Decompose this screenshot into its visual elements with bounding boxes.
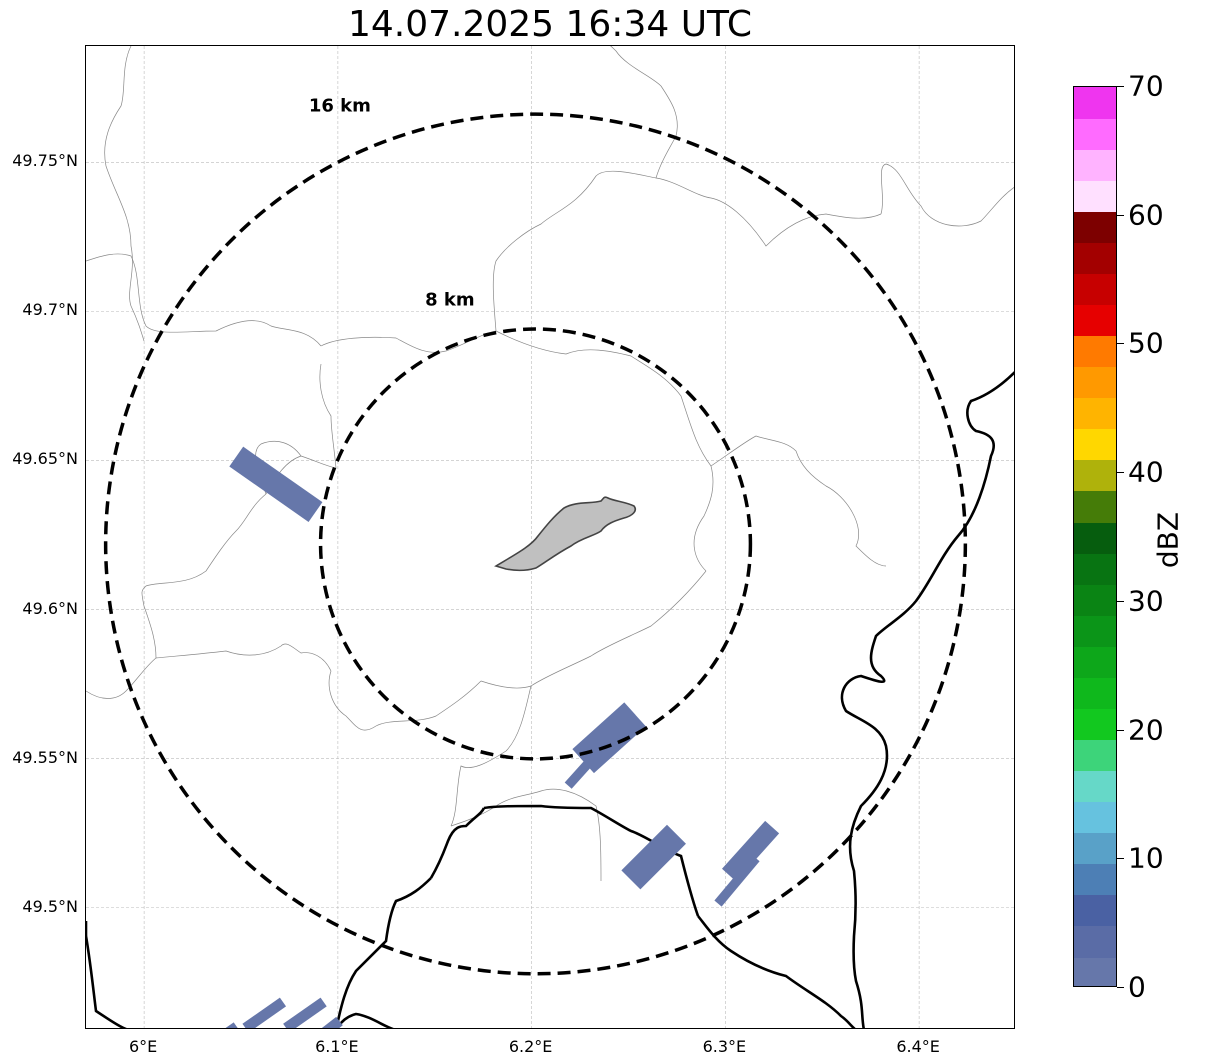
colorbar-tick-label: 60 — [1128, 198, 1164, 231]
range-ring-label: 16 km — [309, 96, 371, 117]
radar-echo — [283, 998, 327, 1029]
lon-tick-label: 6°E — [129, 1037, 157, 1056]
national-border — [86, 371, 1015, 1029]
colorbar-tick-mark — [1117, 343, 1124, 344]
colorbar-segment — [1074, 895, 1116, 927]
urban-area-polygon — [496, 497, 635, 570]
national-border-segment — [336, 878, 431, 1029]
lat-tick-label: 49.7°N — [22, 300, 78, 319]
colorbar-tick-mark — [1117, 858, 1124, 859]
lon-tick-label: 6.2°E — [509, 1037, 553, 1056]
colorbar-segment — [1074, 491, 1116, 523]
colorbar-segment — [1074, 149, 1116, 181]
admin-boundary — [606, 46, 677, 178]
lat-tick-label: 49.75°N — [12, 151, 78, 170]
colorbar-segment — [1074, 864, 1116, 896]
colorbar-segment — [1074, 460, 1116, 492]
colorbar-tick-mark — [1117, 472, 1124, 473]
range-rings: 8 km 16 km — [106, 96, 966, 974]
colorbar-tick-label: 10 — [1128, 842, 1164, 875]
national-border-segment — [86, 936, 131, 1029]
colorbar-segment — [1074, 646, 1116, 678]
lat-tick-label: 49.6°N — [22, 599, 78, 618]
radar-map[interactable]: 8 km 16 km — [85, 45, 1015, 1029]
national-border-segment — [431, 808, 484, 878]
colorbar-segment — [1074, 739, 1116, 771]
admin-boundary — [881, 164, 1015, 226]
colorbar-segment — [1074, 833, 1116, 865]
admin-boundary — [493, 171, 656, 331]
colorbar-segment — [1074, 87, 1116, 119]
colorbar-tick-mark — [1117, 215, 1124, 216]
radar-echo — [621, 825, 686, 890]
admin-boundary — [711, 436, 886, 566]
colorbar-tick-label: 0 — [1128, 971, 1146, 1004]
admin-boundary — [656, 178, 881, 246]
lat-tick-label: 49.65°N — [12, 449, 78, 468]
colorbar-tick-label: 30 — [1128, 584, 1164, 617]
colorbar-segment — [1074, 802, 1116, 834]
colorbar-segment — [1074, 242, 1116, 274]
colorbar-segment — [1074, 771, 1116, 803]
admin-boundary — [86, 254, 321, 346]
radar-echo — [722, 821, 779, 882]
lat-tick-label: 49.55°N — [12, 748, 78, 767]
admin-boundary — [329, 671, 481, 730]
radar-echo — [242, 998, 286, 1029]
admin-boundary — [105, 46, 144, 341]
admin-boundaries — [86, 46, 1015, 881]
radar-echo — [207, 1022, 240, 1029]
colorbar-tick-mark — [1117, 601, 1124, 602]
admin-boundary — [451, 789, 601, 881]
colorbar-segment — [1074, 398, 1116, 430]
national-border-segment — [842, 371, 1015, 1029]
colorbar-tick-mark — [1117, 86, 1124, 87]
admin-boundary — [481, 571, 706, 688]
colorbar-tick-label: 20 — [1128, 713, 1164, 746]
lon-tick-label: 6.3°E — [703, 1037, 747, 1056]
colorbar-tick-label: 50 — [1128, 327, 1164, 360]
map-canvas: 8 km 16 km — [86, 46, 1015, 1029]
colorbar-segment — [1074, 708, 1116, 740]
colorbar — [1073, 86, 1117, 987]
colorbar-segment — [1074, 273, 1116, 305]
map-title: 14.07.2025 16:34 UTC — [85, 4, 1015, 45]
colorbar-segment — [1074, 957, 1116, 987]
lon-tick-label: 6.1°E — [315, 1037, 359, 1056]
colorbar-segment — [1074, 118, 1116, 150]
colorbar-segment — [1074, 677, 1116, 709]
colorbar-tick-mark — [1117, 987, 1124, 988]
colorbar-segment — [1074, 367, 1116, 399]
colorbar-segment — [1074, 926, 1116, 958]
admin-boundary — [142, 494, 266, 658]
colorbar-tick-label: 70 — [1128, 70, 1164, 103]
colorbar-segment — [1074, 522, 1116, 554]
colorbar-tick-mark — [1117, 730, 1124, 731]
admin-boundary — [156, 644, 331, 671]
lon-tick-label: 6.4°E — [896, 1037, 940, 1056]
colorbar-segment — [1074, 584, 1116, 616]
colorbar-segment — [1074, 553, 1116, 585]
colorbar-segment — [1074, 211, 1116, 243]
national-border-segment — [336, 1014, 396, 1029]
range-ring-label: 8 km — [425, 289, 475, 310]
radar-echoes — [207, 447, 779, 1029]
colorbar-tick-label: 40 — [1128, 456, 1164, 489]
colorbar-segment — [1074, 429, 1116, 461]
admin-boundary — [631, 356, 713, 571]
colorbar-segment — [1074, 336, 1116, 368]
colorbar-segment — [1074, 615, 1116, 647]
radar-echo — [229, 447, 322, 522]
colorbar-unit-label: dBZ — [1152, 512, 1185, 568]
colorbar-segment — [1074, 304, 1116, 336]
colorbar-segment — [1074, 180, 1116, 212]
lat-tick-label: 49.5°N — [22, 897, 78, 916]
